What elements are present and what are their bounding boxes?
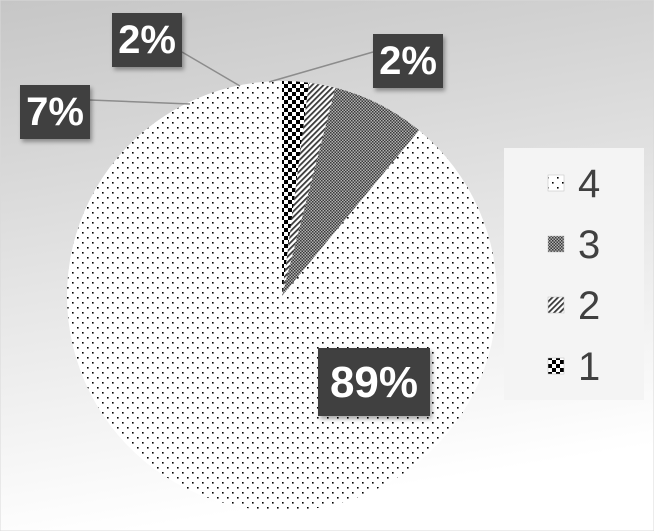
legend-label-2: 2 (578, 284, 600, 328)
data-label-box-1 (373, 34, 443, 88)
legend-label-3: 3 (578, 223, 600, 267)
pie-slice-2 (282, 82, 336, 296)
data-label-2: 2% (118, 18, 176, 62)
data-label-box-3 (20, 85, 90, 139)
legend: 4 3 2 1 (504, 148, 644, 400)
legend-swatch-4 (547, 174, 565, 192)
legend-label-1: 1 (578, 345, 600, 389)
pie-slices (66, 81, 497, 512)
legend-label-4: 4 (578, 162, 600, 206)
leader-line-2 (181, 51, 241, 87)
pie-slice-4 (66, 81, 497, 512)
leader-line-3 (89, 99, 191, 105)
legend-box (504, 148, 644, 400)
leader-line-1 (268, 51, 374, 83)
legend-swatch-2 (547, 296, 565, 314)
data-label-box-4 (318, 348, 430, 416)
data-label-box-2 (112, 13, 182, 67)
legend-swatch-3 (547, 235, 565, 253)
data-label-4: 89% (330, 358, 418, 407)
leader-lines (89, 51, 374, 105)
pie-slice-3 (282, 87, 420, 296)
data-label-3: 7% (26, 90, 84, 134)
pie-slice-1 (282, 81, 309, 296)
data-label-1: 2% (379, 39, 437, 83)
data-labels: 2% 2% 7% 89% (20, 13, 443, 416)
legend-swatch-1 (547, 357, 565, 375)
